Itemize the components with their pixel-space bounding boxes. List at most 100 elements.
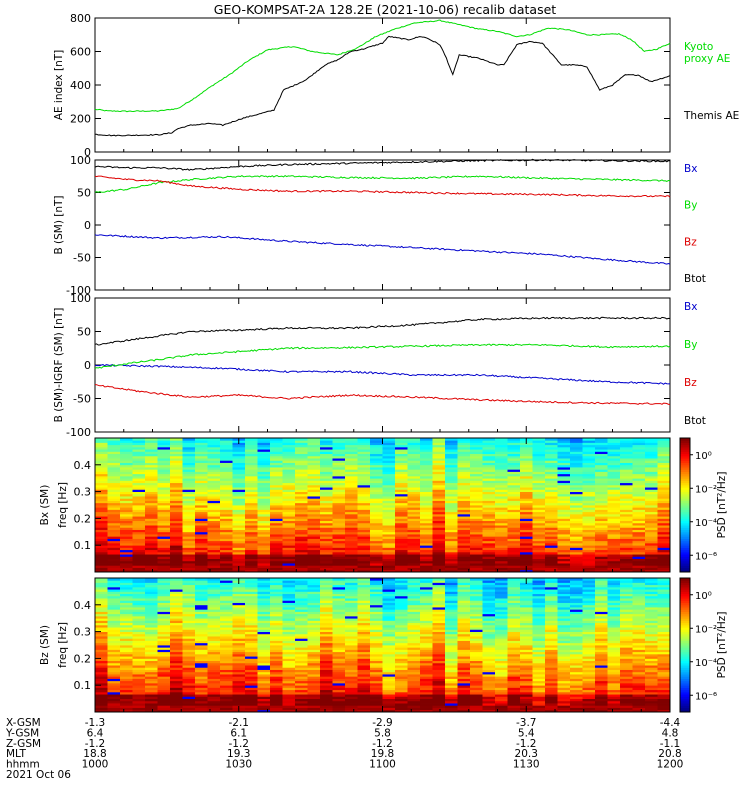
spec-bx-cell	[433, 523, 446, 526]
spec-bx-cell	[158, 449, 171, 452]
spec-bz-cell	[345, 596, 358, 599]
spec-bz-cell	[120, 609, 133, 612]
spec-bx-cell	[395, 516, 408, 519]
spec-bx-cell	[620, 509, 633, 512]
spec-bx-cell	[158, 530, 171, 533]
spec-bx-cell	[195, 476, 208, 479]
spec-bx-cell	[570, 496, 583, 499]
spec-bz-cell	[158, 649, 171, 652]
spec-bx-cell	[208, 509, 221, 512]
spec-bx-cell	[258, 563, 271, 566]
spec-bz-cell	[420, 616, 433, 619]
spec-bz-cell	[95, 690, 108, 693]
spec-bx-cell	[220, 503, 233, 506]
spec-bz-cell	[370, 603, 383, 606]
spec-bx-cell	[108, 489, 121, 492]
spec-bx-cell	[433, 536, 446, 539]
spec-bz-cell	[220, 589, 233, 592]
spec-bx-cell	[520, 476, 533, 479]
spec-bz-cell	[320, 649, 333, 652]
spec-bx-cell	[570, 556, 583, 559]
spec-bz-cell	[95, 609, 108, 612]
spec-bx-cell	[633, 543, 646, 546]
spec-bz-cell	[333, 690, 346, 693]
spec-bx-cell	[633, 489, 646, 492]
spec-bx-cell	[583, 489, 596, 492]
spec-bz-cell	[283, 596, 296, 599]
spec-bz-cell	[420, 643, 433, 646]
bsm-series-by	[95, 176, 670, 193]
spec-bz-cell	[95, 616, 108, 619]
spec-bx-cell	[558, 469, 571, 472]
spec-bz-cell	[383, 670, 396, 673]
spec-bx-cell	[595, 456, 608, 459]
spec-bx-cell	[120, 536, 133, 539]
spec-bx-cell	[570, 469, 583, 472]
spec-bx-cell	[570, 509, 583, 512]
spec-bx-cell	[383, 516, 396, 519]
spec-bx-cell	[495, 456, 508, 459]
spec-bz-cell	[395, 609, 408, 612]
spec-bx-cell	[470, 489, 483, 492]
spec-bx-cell	[495, 463, 508, 466]
spec-bz-cell	[183, 643, 196, 646]
spec-bx-cell	[358, 456, 371, 459]
spec-bx-cell	[208, 556, 221, 559]
spec-bz-cell	[295, 582, 308, 585]
spec-bz-cell	[395, 696, 408, 699]
spec-bx-cell	[420, 456, 433, 459]
spec-bz-cell	[495, 696, 508, 699]
spec-bx-cell	[383, 530, 396, 533]
spec-bx-cell	[158, 483, 171, 486]
spec-bx-cell	[320, 483, 333, 486]
spec-bx-cell	[120, 469, 133, 472]
spec-bz-cell	[345, 696, 358, 699]
spec-bx-cell	[133, 449, 146, 452]
spec-bz-cell	[470, 696, 483, 699]
spec-bz-cell	[108, 656, 121, 659]
spec-bx-cell	[258, 463, 271, 466]
spec-bz-cell	[370, 663, 383, 666]
spec-bx-cell	[258, 536, 271, 539]
spec-bz-cell	[133, 656, 146, 659]
spec-bx-cell	[583, 463, 596, 466]
spec-bx-cell	[558, 476, 571, 479]
spec-bz-cell	[383, 636, 396, 639]
spec-bx-cell	[345, 503, 358, 506]
spec-bx-cell	[658, 536, 671, 539]
bsm-frame	[95, 160, 670, 290]
spec-bz-cell	[183, 629, 196, 632]
spec-bx-cell	[558, 543, 571, 546]
spec-bz-cell	[495, 703, 508, 706]
spec-bz-cell	[283, 609, 296, 612]
spec-bz-cell	[445, 603, 458, 606]
spec-bz-cell	[220, 629, 233, 632]
spec-bx-cell	[233, 556, 246, 559]
spec-bx-cell	[170, 476, 183, 479]
spec-bz-cell	[433, 670, 446, 673]
spec-bx-cell	[370, 550, 383, 553]
bsm-igrf-series-bx	[95, 365, 670, 385]
spec-bx-cell	[545, 530, 558, 533]
spec-bx-cell	[595, 489, 608, 492]
spec-bx-cell	[270, 442, 283, 445]
spec-bz-cell	[383, 582, 396, 585]
spec-bz-cell	[170, 603, 183, 606]
spec-bx-cell	[420, 463, 433, 466]
figure-title: GEO-KOMPSAT-2A 128.2E (2021-10-06) recal…	[214, 2, 557, 17]
spec-bx-cell	[245, 469, 258, 472]
spec-bz-cell	[133, 703, 146, 706]
spec-bx-cell	[270, 516, 283, 519]
spec-bx-cell	[183, 556, 196, 559]
spec-bx-cell	[583, 516, 596, 519]
spec-bx-cell	[633, 556, 646, 559]
ae-ylabel: AE index [nT]	[53, 50, 65, 120]
spec-bz-cell	[258, 623, 271, 626]
spec-bz-cell	[345, 589, 358, 592]
spec-bx-cell	[195, 456, 208, 459]
spec-bz-cell	[483, 623, 496, 626]
spec-bx-cell	[633, 463, 646, 466]
spec-bz-cell	[195, 670, 208, 673]
spec-bx-cell	[633, 530, 646, 533]
